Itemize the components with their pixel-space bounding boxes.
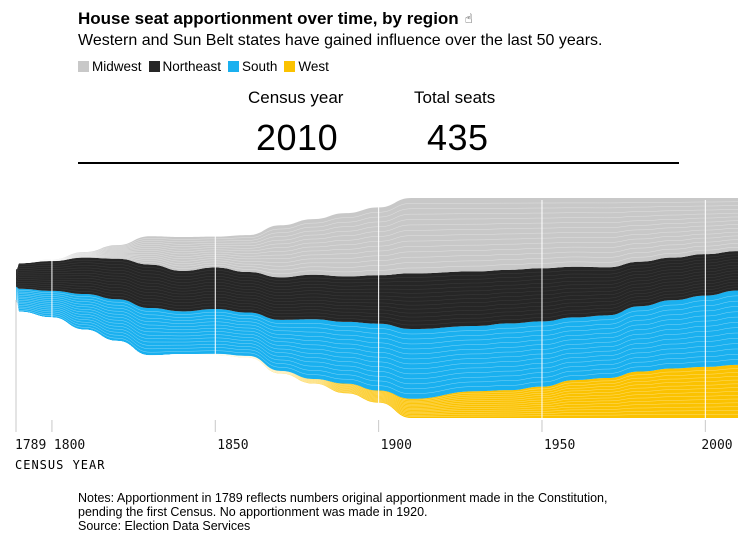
seat-line [15,299,739,390]
hand-pointer-icon: ☝ [464,11,473,26]
notes: Notes: Apportionment in 1789 reflects nu… [78,491,607,533]
seat-line [15,300,739,395]
legend-swatch-south [228,61,240,72]
seat-line [15,247,739,274]
seat-line [15,209,739,270]
note-line-2: pending the first Census. No apportionme… [78,505,428,519]
stream-band-west[interactable] [16,301,738,418]
seat-line [15,201,739,270]
x-axis-title: CENSUS YEAR [15,458,106,472]
seat-line [15,273,739,306]
x-tick-label-1850: 1850 [217,438,248,453]
seat-line [15,270,739,302]
seat-line [15,301,739,409]
seat-line [15,285,739,326]
stream-band-south[interactable] [16,286,738,399]
legend-label-midwest: Midwest [92,59,142,74]
x-tick-label-1789: 1789 [15,438,46,453]
seat-line [15,256,739,284]
seat-line [15,264,739,294]
seat-line [15,284,739,322]
seat-line [15,301,739,405]
stream-band-northeast[interactable] [16,251,738,329]
seat-line [15,231,739,270]
legend-item-northeast[interactable]: Northeast [148,59,222,74]
seat-line [15,220,739,270]
x-tick-label-1950: 1950 [544,438,575,453]
stream-bands [16,198,738,418]
x-tick-label-1800: 1800 [54,438,85,453]
x-tick-label-1900: 1900 [381,438,412,453]
seat-line [15,267,739,298]
seat-line [15,259,739,287]
seat-line [15,288,739,340]
legend-item-midwest[interactable]: Midwest [78,59,142,74]
chart-subtitle: Western and Sun Belt states have gained … [78,32,603,49]
legend-label-south: South [242,59,278,74]
streamgraph[interactable]: 1789 1800 1850 1900 1950 2000 [0,0,750,480]
seat-line [15,253,739,281]
seat-line [15,298,739,385]
census-year-value: 2010 [256,117,339,158]
seat-lines-northeast [15,253,739,326]
legend-item-west[interactable]: West [284,59,329,74]
seat-line [15,295,739,370]
legend-label-northeast: Northeast [162,59,222,74]
seat-line [15,301,739,413]
seat-line [15,301,739,401]
seat-line [15,243,739,271]
seat-line [15,301,739,404]
legend-swatch-west [284,61,296,72]
seat-line [15,294,739,365]
seat-line [15,301,739,406]
x-tick-label-2000: 2000 [701,438,732,453]
legend-swatch-midwest [78,61,89,72]
seat-line [15,301,739,416]
seat-line [15,228,739,270]
seat-line [15,290,739,350]
seat-lines-midwest [15,201,739,274]
seat-line [15,289,739,345]
legend-item-south[interactable]: South [228,59,277,74]
seat-line [15,287,739,335]
seat-line [15,293,739,360]
stream-band-midwest[interactable] [16,198,738,278]
seat-line [15,224,739,270]
seat-line [15,301,739,402]
seat-line [15,276,739,310]
seat-line [15,301,739,408]
header-divider [78,162,679,164]
seat-line [15,301,739,417]
seat-line [15,281,739,318]
seat-lines-south [15,287,739,395]
legend-swatch-northeast [148,61,160,72]
seat-line [15,301,739,415]
seat-line [15,296,739,375]
total-seats-label: Total seats [414,88,496,107]
seat-line [15,301,739,412]
total-seats-value: 435 [427,117,489,158]
chart-title: House seat apportionment over time, by r… [78,9,473,28]
seat-line [15,239,739,270]
seat-line [15,212,739,270]
legend-label-west: West [298,59,329,74]
source-line: Source: Election Data Services [78,519,251,533]
seat-line [15,235,739,270]
seat-line [15,279,739,314]
seat-line [15,301,739,411]
seat-lines-west [15,301,739,417]
seat-line [15,205,739,270]
seat-line [15,297,739,380]
note-line-1: Notes: Apportionment in 1789 reflects nu… [78,491,608,505]
seat-line [15,262,739,290]
seat-line [15,216,739,270]
census-year-label: Census year [248,88,344,107]
legend: Midwest Northeast South West [78,59,336,74]
seat-line [15,291,739,355]
